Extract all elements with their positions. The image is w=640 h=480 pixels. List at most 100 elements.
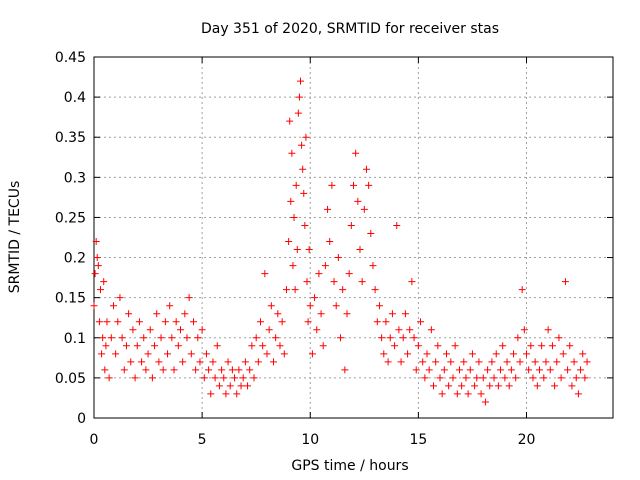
data-point [497,366,505,374]
data-point [535,366,543,374]
data-point [125,310,133,318]
x-tick-label: 10 [301,432,319,448]
data-point [300,189,308,197]
data-point [112,350,120,358]
data-point [445,382,453,390]
data-point [319,342,327,350]
data-point [449,374,457,382]
data-point [183,334,191,342]
chart-title: Day 351 of 2020, SRMTID for receiver sta… [201,21,499,37]
axis-ticks: 0 0.05 0.1 0.15 0.2 0.25 0.3 0.35 0.4 0.45 0 5 10 15 2… [55,50,613,448]
data-point [306,302,314,310]
data-point [205,366,213,374]
data-point [259,342,267,350]
data-point [460,358,468,366]
data-point [289,262,297,270]
x-tick-label: 5 [198,432,207,448]
data-point [215,382,223,390]
data-point [579,350,587,358]
data-point [226,382,234,390]
y-tick-label: 0.3 [64,170,86,186]
data-point [224,358,232,366]
data-point [276,342,284,350]
data-point [295,93,303,101]
data-point [328,181,336,189]
y-tick-label: 0.35 [55,130,86,146]
data-point [337,334,345,342]
data-point [305,246,313,254]
data-point [109,302,117,310]
data-point [494,382,502,390]
data-point [192,366,200,374]
y-axis-label: SRMTID / TECUs [7,181,23,294]
data-point [272,334,280,342]
data-point [564,366,572,374]
data-point [518,286,526,294]
data-point [559,350,567,358]
data-point [174,342,182,350]
data-point [308,350,316,358]
data-point [345,270,353,278]
data-point [93,254,101,262]
data-point [334,254,342,262]
data-point [568,382,576,390]
data-point [384,358,392,366]
data-point [481,398,489,406]
data-point [350,181,357,189]
data-point [393,221,401,229]
data-point [507,366,515,374]
data-point [538,342,546,350]
data-point [140,334,148,342]
data-point [202,350,210,358]
data-point [419,358,427,366]
data-point [244,382,252,390]
data-point [241,358,249,366]
data-point [194,334,202,342]
data-point [207,390,215,398]
data-point [297,77,305,85]
data-point [261,270,269,278]
data-point [324,205,332,213]
data-point [468,350,476,358]
y-tick-label: 0.1 [64,331,86,347]
data-point [566,342,574,350]
data-point [209,358,217,366]
data-point [557,374,565,382]
data-point [96,286,104,294]
data-point [159,366,167,374]
data-point [164,350,172,358]
data-point [466,366,474,374]
data-point [292,181,300,189]
data-point [233,390,241,398]
data-point [501,374,509,382]
data-point [343,310,351,318]
data-point [395,326,403,334]
data-point [148,374,156,382]
data-point [90,302,98,310]
data-point [288,149,296,157]
data-point [369,262,377,270]
data-point [430,382,438,390]
data-point [499,342,507,350]
x-tick-label: 0 [90,432,99,448]
data-point [98,350,106,358]
data-point [274,310,282,318]
data-point [388,310,396,318]
data-point [490,374,498,382]
data-point [380,350,388,358]
data-point [250,374,258,382]
data-point [172,318,180,326]
data-point [302,133,310,141]
data-point [246,366,254,374]
data-point [116,294,124,302]
plot-frame [93,56,614,419]
data-point [548,342,556,350]
data-point [360,205,368,213]
data-point [157,334,165,342]
data-point [118,334,126,342]
data-point [326,238,334,246]
data-point [356,246,364,254]
data-point [525,366,533,374]
